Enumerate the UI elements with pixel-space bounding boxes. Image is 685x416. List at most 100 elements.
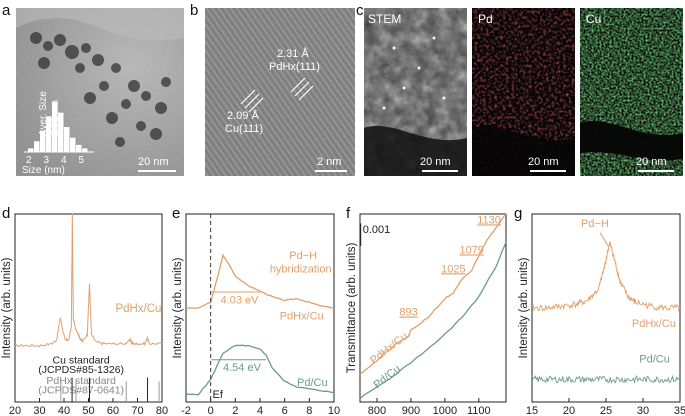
series-label-pd-cu: Pd/Cu [297, 377, 328, 389]
lattice-spacing-pdhx: 2.31 Å [277, 48, 309, 60]
x-tick-label: 15 [526, 405, 538, 416]
scalebar-label-a: 20 nm [138, 156, 169, 168]
pd-h-label: Pd−H [581, 218, 609, 230]
x-tick-label: 0 [208, 405, 214, 416]
panel-d-label: d [2, 205, 11, 222]
x-tick-label: 8 [306, 405, 312, 416]
cu-eds-map: Cu 20 nm [580, 8, 683, 176]
series-line-pdhx-cu [531, 240, 681, 312]
panel-f-label: f [346, 205, 351, 222]
scalebar-cu [638, 170, 674, 172]
chart-d: 203040506070802-ThetaIntensity (arb. uni… [1, 213, 168, 416]
scale-bar-label: 0.001 [363, 224, 391, 236]
series-line-pdhx-cu [15, 213, 163, 348]
pd-eds-map: Pd 20 nm [472, 8, 575, 176]
peak-label: 1079 [459, 244, 483, 256]
x-tick-label: 6 [282, 405, 288, 416]
x-tick-label: 800 [368, 405, 386, 416]
y-axis-label-f: Transmittance (arb. units) [346, 243, 358, 374]
scalebar-label-stem: 20 nm [420, 156, 451, 168]
series-line-pd-cu [531, 374, 681, 384]
x-tick-label: 20 [9, 405, 21, 416]
series-label-pdhx-cu: PdHx/Cu [368, 330, 410, 367]
series-label-pdhx-cu: PdHx/Cu [280, 310, 324, 322]
histogram-bar [76, 144, 82, 152]
peak-label: 893 [399, 307, 417, 319]
tem-image-a: Aver. Size 2.81 nm 2 3 4 5 Size (nm) 20 … [16, 8, 184, 176]
chart-g: 15202530351H chemical shift (ppm)Intensi… [518, 213, 685, 416]
x-tick-label: 80 [156, 405, 168, 416]
scalebar-a [138, 170, 176, 172]
histogram-bar [46, 116, 52, 152]
lattice-plane-cu: Cu(111) [225, 123, 264, 135]
x-tick-label: 900 [402, 405, 420, 416]
hrtem-image-b: 2.31 Å PdHx(111) 2.09 Å Cu(111) 2 nm [205, 8, 355, 176]
series-line-pd-cu [359, 241, 507, 400]
y-axis-label-d: Intensity (arb. units) [1, 257, 13, 358]
histogram-bar [70, 137, 76, 152]
series-line-pdhx-cu [359, 213, 507, 375]
x-tick-label: 1000 [433, 405, 457, 416]
pdhx-standard-label: PdHx standard [46, 375, 116, 387]
histogram-bar [82, 148, 88, 152]
chart-f: 80090010001100Wavenumber (cm⁻¹)Transmitt… [346, 213, 507, 416]
scalebar-label-cu: 20 nm [636, 156, 667, 168]
x-tick-label: 30 [637, 405, 649, 416]
pd-h-label: Pd−H [289, 250, 317, 262]
x-tick-label: 4 [257, 405, 263, 416]
x-tick-label: 10 [328, 405, 340, 416]
panel-b-label: b [190, 2, 199, 19]
lattice-spacing-cu: 2.09 Å [227, 110, 259, 122]
series-line-pd-cu [185, 344, 335, 396]
histogram-xlabel: Size (nm) [22, 165, 65, 176]
hrtem-image-b-svg [205, 8, 355, 176]
stem-map: STEM 20 nm [364, 8, 467, 176]
histogram-bar [28, 148, 34, 152]
histogram-bar [58, 112, 64, 152]
series-label-pd-cu: Pd/Cu [371, 363, 402, 391]
pd-h-pointer [599, 232, 609, 247]
pd-map-title: Pd [478, 12, 493, 26]
x-tick-label: 2 [232, 405, 238, 416]
hybridization-label: hybridization [270, 263, 332, 275]
scalebar-b [315, 170, 347, 172]
panel-a-label: a [2, 2, 11, 19]
x-tick-label: 30 [33, 405, 45, 416]
plot-frame-f [359, 213, 507, 403]
x-tick-label: 35 [674, 405, 685, 416]
series-label-pdhx-cu: PdHx/Cu [115, 303, 161, 315]
x-tick-label: 25 [600, 405, 612, 416]
x-tick-label: -2 [181, 405, 191, 416]
cu-standard-label: Cu standard [53, 354, 110, 366]
x-tick-label: 60 [107, 405, 119, 416]
x-tick-label: 50 [82, 405, 94, 416]
fermi-level-label: Ef [213, 389, 224, 401]
size-histogram [24, 102, 94, 153]
y-axis-label-e: Intensity (arb. units) [172, 257, 184, 358]
pdhx-standard-ref: (JCPDS#87-0641) [38, 385, 124, 397]
scalebar-label-pd: 20 nm [528, 156, 559, 168]
scalebar-stem [422, 170, 458, 172]
scalebar-label-b: 2 nm [317, 156, 342, 168]
y-axis-label-g: Intensity (arb. units) [518, 257, 530, 358]
cu-map-title: Cu [586, 12, 602, 26]
histogram-bar [40, 130, 46, 152]
chart-e: -20246810Binding energy (eV)Intensity (a… [172, 213, 340, 416]
panel-g-label: g [514, 205, 523, 222]
histogram-bar [34, 141, 40, 152]
x-tick-label: 40 [58, 405, 70, 416]
dband-center-pd: 4.54 eV [223, 362, 262, 374]
x-tick-label: 70 [131, 405, 143, 416]
series-label-pdhx-cu: PdHx/Cu [632, 318, 676, 330]
scalebar-pd [530, 170, 566, 172]
histogram-bar [52, 102, 58, 152]
histogram-xtick: 2 [25, 155, 32, 166]
series-label-pd-cu: Pd/Cu [639, 354, 670, 366]
peak-label: 1025 [441, 263, 465, 275]
stem-map-title: STEM [368, 12, 402, 26]
lattice-plane-pdhx: PdHx(111) [269, 61, 320, 73]
histogram-xticks: 2 3 4 5 [20, 155, 90, 166]
histogram-bar [64, 127, 70, 152]
histogram-xtick: 5 [78, 155, 85, 166]
